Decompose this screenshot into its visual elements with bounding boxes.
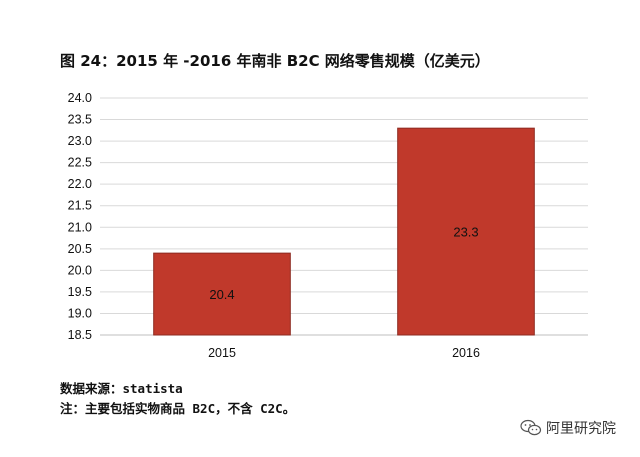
x-axis-labels: 2015 2016: [208, 346, 480, 360]
y-tick-label: 21.5: [68, 199, 92, 213]
y-tick-label: 23.0: [68, 134, 92, 148]
bar-2016: [397, 127, 535, 336]
y-tick-label: 19.5: [68, 285, 92, 299]
y-tick-label: 21.0: [68, 220, 92, 234]
watermark-text: 阿里研究院: [546, 421, 616, 437]
data-labels: 20.4 23.3: [209, 225, 478, 302]
y-tick-label: 19.0: [68, 306, 92, 320]
y-tick-label: 20.0: [68, 263, 92, 277]
data-label: 23.3: [453, 225, 478, 240]
bar-chart: 18.5 19.0 19.5 20.0 20.5 21.0 21.5 22.0 22.5 23.0…: [68, 91, 588, 360]
x-tick-label: 2015: [208, 346, 236, 360]
bar-2015: [153, 252, 291, 336]
y-tick-label: 24.0: [68, 91, 92, 105]
y-axis-ticks: 18.5 19.0 19.5 20.0 20.5 21.0 21.5 22.0 22.5 23.0…: [68, 91, 92, 342]
y-tick-label: 18.5: [68, 328, 92, 342]
chart-title: 图 24：2015 年 -2016 年南非 B2C 网络零售规模（亿美元）: [60, 52, 490, 70]
source-note: 数据来源：statista: [60, 381, 183, 396]
footnote: 注：主要包括实物商品 B2C，不含 C2C。: [60, 401, 296, 416]
y-tick-label: 22.5: [68, 156, 92, 170]
y-tick-label: 20.5: [68, 242, 92, 256]
watermark: 阿里研究院: [520, 418, 616, 438]
x-tick-label: 2016: [452, 346, 480, 360]
bars: [153, 127, 535, 336]
y-tick-label: 22.0: [68, 177, 92, 191]
y-tick-label: 23.5: [68, 113, 92, 127]
data-label: 20.4: [209, 287, 234, 302]
wechat-icon: [520, 419, 542, 436]
